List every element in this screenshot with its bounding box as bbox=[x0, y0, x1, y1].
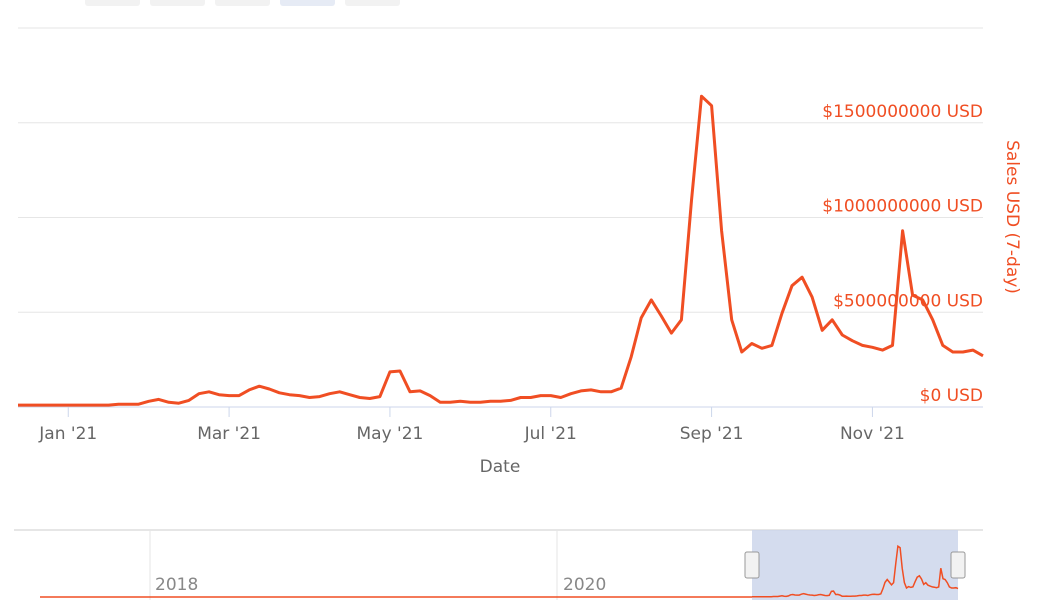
range-button[interactable] bbox=[150, 0, 205, 6]
x-tick-label: Jul '21 bbox=[524, 424, 577, 444]
x-tick-label: May '21 bbox=[356, 424, 423, 444]
navigator-handle[interactable] bbox=[950, 551, 966, 579]
navigator-label: 2020 bbox=[563, 575, 606, 595]
y-tick-label: $1500000000 USD bbox=[822, 102, 983, 122]
x-axis-title: Date bbox=[480, 457, 521, 477]
y-tick-label: $0 USD bbox=[920, 386, 983, 406]
y-tick-label: $1000000000 USD bbox=[822, 197, 983, 217]
x-tick-label: Jan '21 bbox=[38, 424, 97, 444]
range-button[interactable] bbox=[85, 0, 140, 6]
navigator-mask[interactable] bbox=[752, 530, 958, 600]
navigator[interactable]: 2018 2020 bbox=[14, 529, 983, 600]
range-button[interactable] bbox=[345, 0, 400, 6]
range-button[interactable] bbox=[215, 0, 270, 6]
navigator-handle[interactable] bbox=[744, 551, 760, 579]
navigator-label: 2018 bbox=[155, 575, 198, 595]
y-tick-label: $500000000 USD bbox=[833, 291, 983, 311]
x-tick-label: Mar '21 bbox=[197, 424, 261, 444]
data-line bbox=[18, 94, 984, 407]
y-axis-title: Sales USD (7-day) bbox=[1002, 140, 1022, 294]
navigator-line bbox=[752, 544, 959, 598]
range-button[interactable] bbox=[280, 0, 335, 6]
x-tick-label: Sep '21 bbox=[680, 424, 744, 444]
x-tick-label: Nov '21 bbox=[840, 424, 905, 444]
